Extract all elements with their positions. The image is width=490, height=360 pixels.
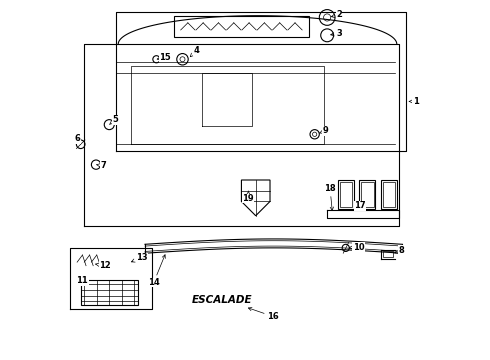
Text: 7: 7 bbox=[97, 161, 106, 170]
Text: 8: 8 bbox=[395, 246, 404, 255]
Text: 10: 10 bbox=[349, 243, 365, 252]
Text: 1: 1 bbox=[409, 97, 419, 106]
Text: 4: 4 bbox=[190, 46, 199, 57]
Text: 14: 14 bbox=[148, 255, 165, 287]
Text: 16: 16 bbox=[248, 307, 279, 321]
Text: 19: 19 bbox=[242, 191, 254, 203]
Text: 17: 17 bbox=[354, 201, 366, 210]
Text: 6: 6 bbox=[74, 134, 80, 144]
Text: 13: 13 bbox=[131, 253, 147, 262]
Text: 2: 2 bbox=[331, 10, 342, 19]
Text: 9: 9 bbox=[319, 126, 329, 135]
Text: 15: 15 bbox=[157, 53, 171, 62]
Text: ESCALADE: ESCALADE bbox=[192, 295, 252, 305]
Text: 3: 3 bbox=[331, 29, 342, 38]
Text: 18: 18 bbox=[324, 184, 336, 210]
Text: 11: 11 bbox=[76, 276, 88, 285]
Text: 5: 5 bbox=[109, 116, 118, 125]
Text: 12: 12 bbox=[96, 261, 111, 270]
